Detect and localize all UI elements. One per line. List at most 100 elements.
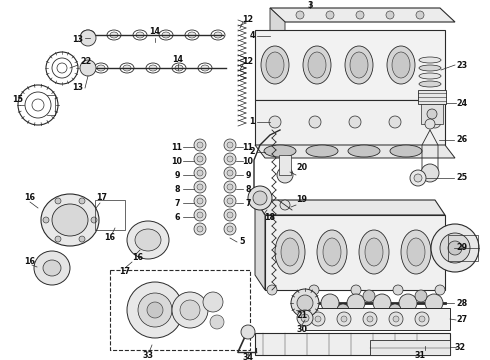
Text: 16: 16: [24, 257, 35, 266]
Circle shape: [309, 285, 319, 295]
Ellipse shape: [345, 46, 373, 84]
Text: 11: 11: [172, 143, 182, 152]
Circle shape: [197, 170, 203, 176]
Ellipse shape: [175, 65, 183, 71]
Ellipse shape: [281, 238, 299, 266]
Ellipse shape: [275, 230, 305, 274]
Circle shape: [297, 295, 313, 311]
Text: 16: 16: [132, 253, 144, 262]
Bar: [95, 200, 125, 230]
Circle shape: [197, 212, 203, 218]
Ellipse shape: [266, 52, 284, 78]
Circle shape: [435, 285, 445, 295]
Circle shape: [224, 181, 236, 193]
Circle shape: [269, 116, 281, 128]
Ellipse shape: [365, 238, 383, 266]
Text: 17: 17: [120, 267, 130, 276]
Circle shape: [427, 109, 437, 119]
Text: 29: 29: [457, 243, 467, 252]
Text: 11: 11: [243, 143, 253, 152]
Text: 28: 28: [456, 298, 467, 307]
Circle shape: [180, 300, 200, 320]
Text: 14: 14: [149, 27, 161, 36]
Text: 17: 17: [97, 194, 107, 202]
Ellipse shape: [264, 145, 296, 157]
Text: 33: 33: [143, 351, 153, 360]
Circle shape: [210, 315, 224, 329]
Circle shape: [431, 224, 479, 272]
Circle shape: [253, 191, 267, 205]
Text: 7: 7: [245, 198, 251, 207]
Ellipse shape: [136, 32, 144, 38]
Circle shape: [138, 293, 172, 327]
Text: 8: 8: [245, 184, 251, 194]
Ellipse shape: [348, 145, 380, 157]
Ellipse shape: [149, 65, 157, 71]
Circle shape: [337, 312, 351, 326]
Circle shape: [429, 116, 441, 128]
Ellipse shape: [401, 230, 431, 274]
Circle shape: [224, 195, 236, 207]
Ellipse shape: [135, 229, 161, 251]
Ellipse shape: [308, 52, 326, 78]
Circle shape: [227, 226, 233, 232]
Text: 20: 20: [296, 163, 308, 172]
Text: 22: 22: [80, 58, 92, 67]
Circle shape: [448, 241, 462, 255]
Circle shape: [356, 11, 364, 19]
Circle shape: [224, 223, 236, 235]
Circle shape: [79, 236, 85, 242]
Circle shape: [55, 236, 61, 242]
Ellipse shape: [350, 52, 368, 78]
Circle shape: [227, 156, 233, 162]
Polygon shape: [255, 30, 445, 100]
Polygon shape: [270, 8, 285, 70]
Ellipse shape: [323, 238, 341, 266]
Circle shape: [425, 119, 435, 129]
Circle shape: [351, 285, 361, 295]
Circle shape: [227, 212, 233, 218]
Text: 12: 12: [243, 15, 253, 24]
Text: 8: 8: [174, 184, 180, 194]
Circle shape: [415, 290, 427, 302]
Circle shape: [321, 294, 339, 312]
Circle shape: [80, 60, 96, 76]
Circle shape: [341, 316, 347, 322]
Ellipse shape: [387, 46, 415, 84]
Circle shape: [91, 217, 97, 223]
Circle shape: [197, 156, 203, 162]
Circle shape: [224, 153, 236, 165]
Circle shape: [227, 184, 233, 190]
Circle shape: [363, 312, 377, 326]
Circle shape: [227, 198, 233, 204]
Circle shape: [389, 116, 401, 128]
Circle shape: [43, 217, 49, 223]
Circle shape: [197, 142, 203, 148]
Ellipse shape: [359, 230, 389, 274]
Circle shape: [224, 167, 236, 179]
Circle shape: [194, 223, 206, 235]
Polygon shape: [255, 200, 265, 290]
Bar: [305, 308, 450, 330]
Text: 31: 31: [415, 351, 425, 360]
Ellipse shape: [306, 145, 338, 157]
Circle shape: [194, 181, 206, 193]
Circle shape: [416, 11, 424, 19]
Circle shape: [197, 198, 203, 204]
Circle shape: [241, 325, 255, 339]
Ellipse shape: [43, 260, 61, 276]
Polygon shape: [255, 145, 455, 158]
Ellipse shape: [110, 32, 118, 38]
Circle shape: [301, 314, 309, 322]
Ellipse shape: [419, 57, 441, 63]
Circle shape: [419, 316, 425, 322]
Circle shape: [280, 200, 290, 210]
Text: 19: 19: [296, 195, 308, 204]
Circle shape: [389, 304, 401, 316]
Bar: [370, 340, 450, 355]
Polygon shape: [255, 100, 445, 145]
Ellipse shape: [407, 238, 425, 266]
Circle shape: [55, 198, 61, 204]
Polygon shape: [255, 200, 445, 215]
Ellipse shape: [34, 251, 70, 285]
